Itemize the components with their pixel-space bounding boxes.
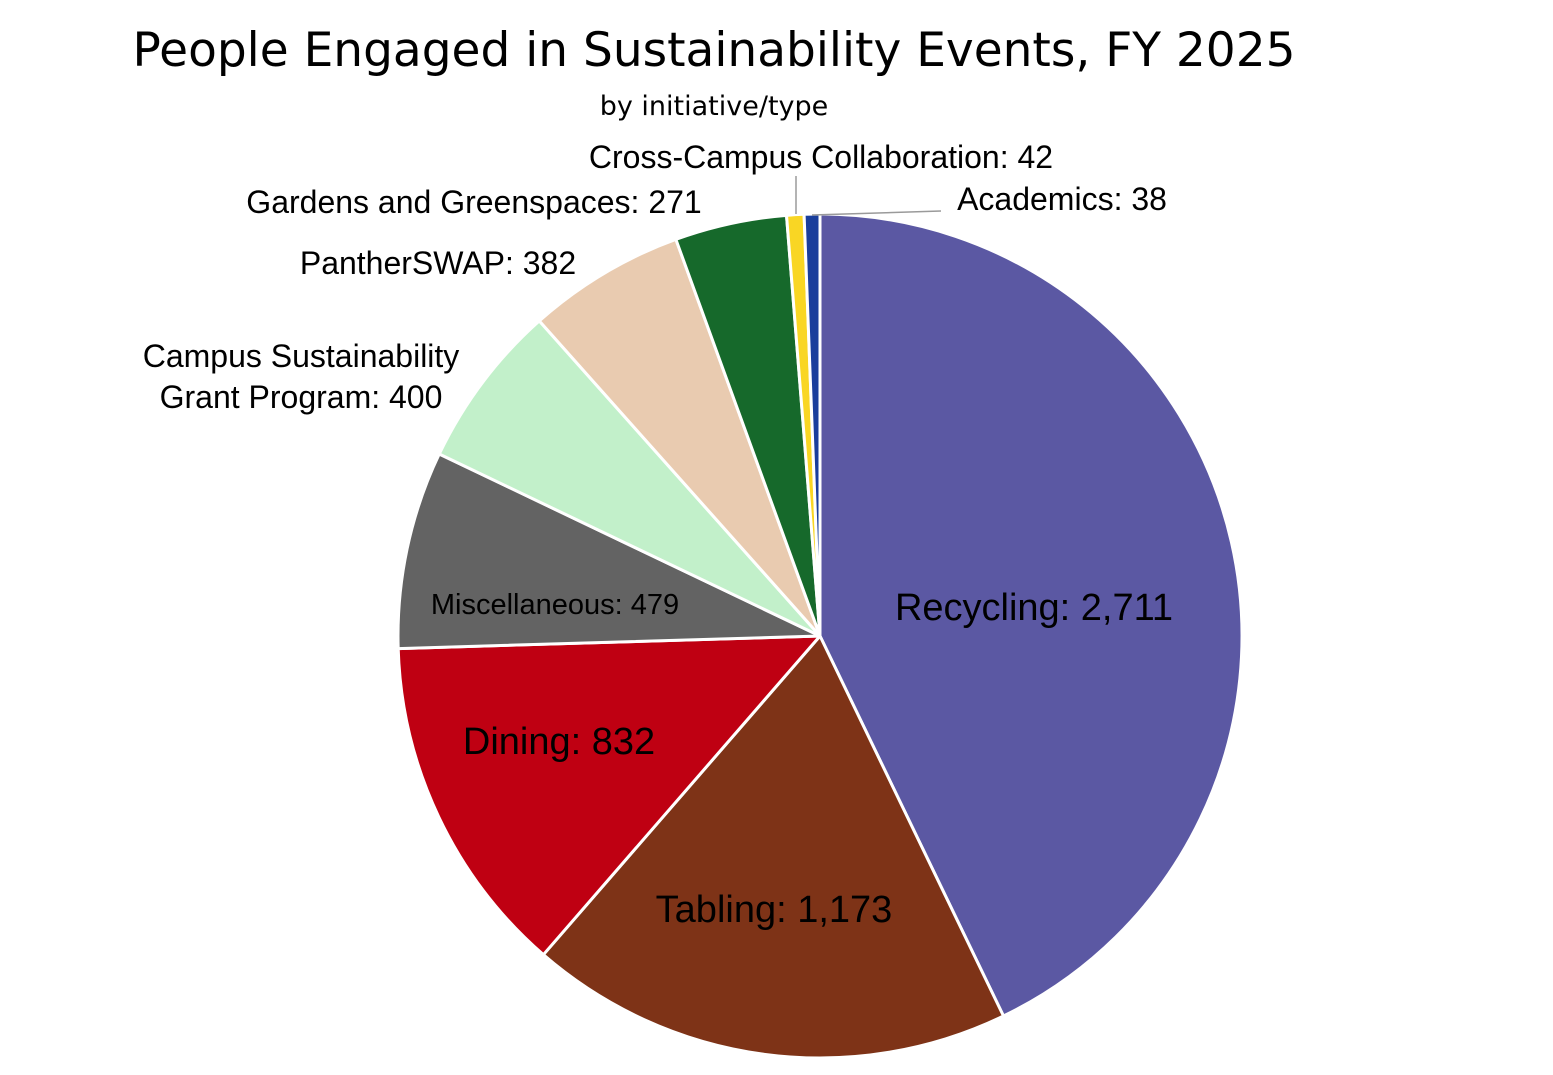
slice-label-campus-sustainability-grant-program: Campus Sustainability Grant Program: 400 (143, 338, 460, 415)
slice-pantherswap (537, 237, 822, 638)
slice-labels: Recycling: 2,711 Tabling: 1,173 Dining: 83… (143, 139, 1173, 931)
slice-label-dining: Dining: 832 (463, 721, 655, 763)
slice-tabling (541, 634, 1005, 1060)
slice-campus-sustainability-grant-program (437, 319, 822, 638)
slice-academics (802, 212, 822, 638)
slice-recycling (818, 212, 1244, 1018)
chart-title: People Engaged in Sustainability Events,… (133, 23, 1296, 78)
chart-subtitle: by initiative/type (600, 91, 829, 122)
slice-label-academics: Academics: 38 (957, 181, 1167, 217)
slice-miscellaneous (396, 452, 822, 651)
slice-label-miscellaneous: Miscellaneous: 479 (431, 589, 679, 621)
slice-label-recycling: Recycling: 2,711 (895, 587, 1173, 629)
leader-lines (795, 176, 942, 216)
slice-label-gardens-and-greenspaces: Gardens and Greenspaces: 271 (246, 184, 701, 220)
slice-label-tabling: Tabling: 1,173 (656, 889, 893, 931)
pie-slices (396, 212, 1244, 1060)
slice-label-cross-campus-collaboration: Cross-Campus Collaboration: 42 (589, 139, 1053, 175)
slice-label-line: Campus Sustainability (143, 338, 460, 374)
leader-line-academics (811, 210, 942, 216)
slice-label-line: Grant Program: 400 (160, 379, 443, 415)
slice-label-pantherswap: PantherSWAP: 382 (300, 245, 576, 281)
slice-dining (396, 634, 822, 957)
